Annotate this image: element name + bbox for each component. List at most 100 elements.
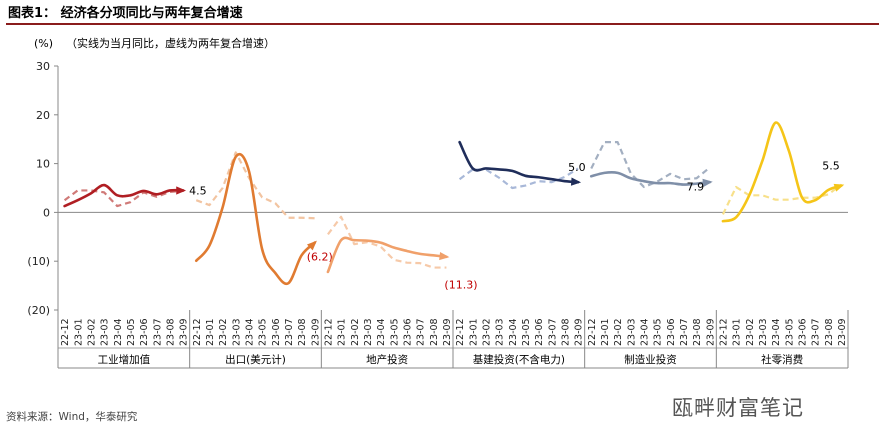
line-chart: (%) （实线为当月同比，虚线为两年复合增速） 30 20 10 0 (10) (20) 22-…	[27, 36, 849, 369]
x-tick-label: 23-09	[705, 318, 716, 346]
group-label: 工业增加值	[98, 353, 151, 366]
group-label: 地产投资	[366, 353, 408, 366]
x-tick-label: 23-03	[626, 318, 637, 346]
x-tick-label: 23-07	[152, 318, 163, 346]
x-tick-label: 23-01	[205, 318, 216, 346]
x-tick-label: 23-08	[165, 318, 176, 346]
series-solid-line	[326, 236, 448, 274]
group-label: 制造业投资	[624, 353, 677, 366]
x-tick-label: 23-01	[73, 318, 84, 346]
x-tick-label: 23-08	[824, 318, 835, 346]
x-tick-label: 23-07	[811, 318, 822, 346]
series-end-arrow	[176, 186, 187, 195]
title-divider	[6, 23, 879, 25]
x-tick-label: 23-01	[337, 318, 348, 346]
series-solid-line	[194, 152, 317, 286]
x-tick-label: 23-02	[86, 318, 97, 346]
x-tick-label: 23-04	[508, 318, 519, 346]
series-solid-line	[458, 140, 580, 184]
source-note: 资料来源：Wind，华泰研究	[6, 411, 138, 423]
series-dashed-line	[327, 215, 447, 269]
figure-title: 图表1： 经济各分项同比与两年复合增速	[8, 6, 243, 21]
series-end-label: 7.9	[687, 180, 705, 193]
series-end-label: 4.5	[189, 184, 207, 197]
x-tick-label: 23-05	[126, 318, 137, 346]
x-tick-label: 23-04	[771, 318, 782, 346]
series-solid-line	[721, 121, 843, 223]
x-tick-label: 23-04	[639, 318, 650, 346]
series-dashed-line	[195, 151, 315, 220]
x-tick-label: 23-06	[797, 318, 808, 346]
series-end-arrow	[833, 183, 845, 192]
x-tick-label: 22-12	[323, 318, 334, 346]
x-tick-label: 23-03	[758, 318, 769, 346]
x-tick-label: 23-07	[547, 318, 558, 346]
y-unit-label: (%)	[34, 37, 53, 50]
y-tick-label: 30	[36, 60, 50, 73]
x-tick-label: 22-12	[587, 318, 598, 346]
y-tick-label: (20)	[27, 304, 50, 317]
y-tick-label: 0	[43, 206, 50, 219]
x-tick-label: 23-05	[258, 318, 269, 346]
x-tick-label: 23-03	[495, 318, 506, 346]
x-tick-label: 23-07	[416, 318, 427, 346]
legend-note: （实线为当月同比，虚线为两年复合增速）	[66, 36, 275, 50]
x-tick-label: 23-03	[100, 318, 111, 346]
x-tick-label: 22-12	[192, 318, 203, 346]
x-tick-label: 23-05	[521, 318, 532, 346]
x-tick-label: 23-03	[231, 318, 242, 346]
x-tick-label: 23-06	[666, 318, 677, 346]
x-tick-label: 22-12	[60, 318, 71, 346]
series-end-label: (11.3)	[444, 279, 477, 292]
y-tick-label: 10	[36, 158, 50, 171]
x-tick-label: 22-12	[718, 318, 729, 346]
x-tick-label: 23-01	[600, 318, 611, 346]
x-tick-label: 23-07	[679, 318, 690, 346]
series-solid-line	[63, 183, 185, 208]
x-tick-label: 23-03	[363, 318, 374, 346]
series-end-arrow	[570, 177, 582, 186]
series-solid-line	[589, 171, 712, 186]
x-tick-label: 23-02	[481, 318, 492, 346]
x-tick-label: 23-06	[534, 318, 545, 346]
group-label: 基建投资(不含电力)	[473, 353, 565, 366]
group-label: 出口(美元计)	[225, 353, 286, 366]
x-tick-label: 23-06	[139, 318, 150, 346]
x-tick-label: 23-02	[218, 318, 229, 346]
series-end-arrow	[306, 240, 317, 251]
x-tick-label: 23-09	[310, 318, 321, 346]
x-tick-label: 23-08	[560, 318, 571, 346]
series-dashed-line	[63, 189, 184, 208]
x-tick-label: 23-01	[468, 318, 479, 346]
x-tick-label: 23-02	[350, 318, 361, 346]
x-tick-label: 23-09	[442, 318, 453, 346]
x-tick-label: 23-02	[745, 318, 756, 346]
x-tick-label: 23-05	[653, 318, 664, 346]
series-end-label: (6.2)	[307, 251, 333, 264]
series-dashed-line	[590, 141, 711, 189]
x-tick-label: 23-08	[429, 318, 440, 346]
x-tick-label: 23-04	[244, 318, 255, 346]
x-tick-label: 23-02	[613, 318, 624, 346]
x-tick-label: 23-04	[376, 318, 387, 346]
x-tick-label: 23-09	[574, 318, 585, 346]
x-tick-label: 23-05	[784, 318, 795, 346]
x-tick-label: 23-06	[271, 318, 282, 346]
x-tick-label: 23-04	[113, 318, 124, 346]
watermark: 瓯畔财富笔记	[672, 396, 804, 420]
x-tick-label: 23-09	[837, 318, 848, 346]
x-tick-label: 22-12	[455, 318, 466, 346]
x-tick-label: 23-09	[179, 318, 190, 346]
x-tick-label: 23-06	[402, 318, 413, 346]
x-tick-label: 23-05	[389, 318, 400, 346]
x-tick-label: 23-08	[692, 318, 703, 346]
series-end-arrow	[702, 178, 713, 188]
x-tick-label: 23-08	[297, 318, 308, 346]
y-tick-label: (10)	[27, 255, 50, 268]
series-end-label: 5.0	[568, 161, 586, 174]
group-label: 社零消费	[761, 353, 803, 366]
series-end-label: 5.5	[822, 159, 840, 172]
series-end-arrow	[439, 251, 450, 261]
x-tick-label: 23-07	[284, 318, 295, 346]
y-tick-label: 20	[36, 109, 50, 122]
